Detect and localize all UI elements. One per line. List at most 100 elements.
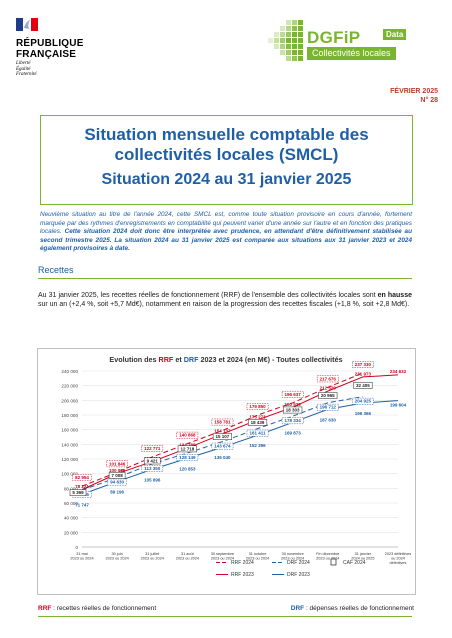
rrf-2024-data-label: 82 954 [75, 475, 89, 480]
caf-2024-data-label: 12 718 [180, 446, 194, 451]
marianne-flag-logo [16, 18, 38, 31]
caf-2024-data-label-box [353, 381, 373, 389]
intro-paragraph: Neuvième situation au titre de l'année 2… [40, 211, 412, 253]
rrf-2024-data-label-box [246, 403, 269, 410]
rrf-2024-data-label-box [72, 474, 92, 482]
legend-label: DRF 2023 [287, 572, 310, 578]
drf-2024-data-label: 178 334 [285, 418, 302, 423]
drf-2023-data-label: 199 604 [390, 403, 407, 408]
drf-2024-data-label-box [141, 465, 164, 472]
y-tick-label: 100 000 [61, 472, 78, 477]
drf-2023-data-label: 169 873 [285, 430, 302, 435]
y-tick-label: 200 000 [61, 398, 78, 403]
drf-2024-data-label: 196 712 [320, 405, 337, 410]
drf-2024-data-label: 143 674 [214, 444, 231, 449]
legend-label: RRF 2023 [231, 572, 254, 578]
chart-title-part: et [173, 355, 183, 364]
legend-swatch [330, 558, 337, 566]
series-line-drf-2023 [81, 400, 399, 495]
title-box: Situation mensuelle comptable des collec… [40, 115, 413, 205]
rrf-2024-data-label-box [211, 418, 234, 426]
drf-2024-data-label-box [316, 403, 339, 411]
x-tick-label: Fin décembre 2023 ou 2024 [316, 552, 339, 560]
dgfip-data-logo: DGFiP Data Collectivités locales [262, 18, 440, 64]
drf-2024-data-label: 94 630 [110, 480, 124, 485]
brand-tag: Data [383, 29, 407, 40]
chart-title-part: RRF [159, 355, 174, 364]
x-tick-label: 31 janvier 2024 ou 2025 [351, 552, 374, 560]
section-title: Recettes [38, 265, 74, 275]
rrf-2023-data-label: 212 529 [320, 386, 337, 391]
x-tick-label: 30 juin 2023 ou 2024 [105, 552, 128, 560]
series-line-drf-2024 [81, 396, 363, 491]
rrf-2023-data-label: 234 632 [390, 369, 407, 374]
rrf-2024-data-label: 196 637 [285, 392, 302, 397]
chart-title-part: DRF [184, 355, 199, 364]
drf-2023-data-label: 105 896 [144, 477, 161, 482]
x-tick-label: 2023 définitives ou 2024 définitives [385, 552, 411, 565]
x-tick-label: 31 mai 2023 ou 2024 [70, 552, 93, 560]
drf-2023-data-label: 120 853 [179, 466, 196, 471]
footnote-rrf: RRF : recettes réelles de fonctionnement [38, 605, 157, 612]
rrf-2024-data-label-box [106, 460, 128, 468]
legend-label: CAF 2024 [343, 560, 366, 566]
caf-2024-data-label: 15 107 [216, 434, 230, 439]
rrf-2024-data-label-box [176, 431, 199, 439]
y-tick-label: 180 000 [61, 413, 78, 418]
rrf-2024-data-label: 217 676 [320, 376, 337, 381]
drf-2024-data-label: 113 350 [144, 466, 161, 471]
caf-2024-data-label-box [108, 472, 126, 479]
edition-date: FÉVRIER 2025 [390, 88, 438, 95]
rrf-2023-data-label: 190 529 [285, 402, 302, 407]
caf-2024-data-label-box [212, 433, 232, 440]
caf-2024-data-label: 20 965 [321, 393, 335, 398]
edition-number: N° 28 [420, 97, 438, 104]
drf-2024-data-label-box [281, 417, 304, 425]
y-tick-label: 140 000 [61, 442, 78, 447]
drf-2023-data-label: 71 747 [75, 502, 89, 507]
caf-2024-data-label: 18 439 [251, 420, 265, 425]
document-title: Situation mensuelle comptable des collec… [84, 125, 369, 164]
chart-title: Evolution des RRF et DRF 2023 et 2024 (e… [109, 355, 342, 364]
rrf-2024-data-label: 158 781 [214, 420, 231, 425]
drf-2024-data-label-box [211, 442, 234, 450]
caf-2024-data-label-box [248, 419, 268, 426]
section-divider [38, 278, 412, 279]
drf-2024-data-label-box [352, 397, 374, 405]
caf-2024-data-label: 9 421 [147, 458, 159, 463]
rrf-2024-data-label-box [316, 375, 339, 383]
republic-motto: Liberté Égalité Fraternité [16, 61, 37, 78]
caf-2024-data-label: 18 303 [286, 408, 300, 413]
y-tick-label: 160 000 [61, 428, 78, 433]
caf-2024-data-label-box [69, 489, 87, 496]
rrf-2024-data-label: 122 771 [144, 446, 161, 451]
edition-info: FÉVRIER 2025 N° 28 [390, 87, 438, 105]
footer-divider [38, 616, 412, 617]
rrf-2023-data-label: 173 273 [249, 414, 266, 419]
rrf-2024-data-label: 237 330 [355, 362, 372, 367]
chart-container: Evolution des RRF et DRF 2023 et 2024 (e… [37, 348, 416, 595]
y-tick-label: 80 000 [64, 486, 78, 491]
drf-2023-data-label: 152 396 [249, 443, 266, 448]
section-body: Au 31 janvier 2025, les recettes réelles… [38, 292, 412, 308]
caf-2024-data-label: 5 369 [72, 490, 84, 495]
rrf-2023-data-label: 100 076 [109, 468, 126, 473]
drf-2023-data-label: 196 366 [355, 411, 372, 416]
rrf-2023-data-label: 78 221 [75, 484, 89, 489]
caf-2024-data-label-box [143, 457, 161, 465]
drf-2024-data-label: 128 149 [179, 455, 196, 460]
y-tick-label: 20 000 [64, 530, 78, 535]
x-tick-label: 31 août 2023 ou 2024 [176, 552, 199, 560]
caf-2024-data-label: 7 008 [111, 473, 123, 478]
x-tick-label: 30 novembre 2023 ou 2024 [281, 552, 304, 560]
drf-2023-data-label: 89 196 [110, 490, 124, 495]
caf-2024-data-label-box [318, 392, 338, 399]
caf-2024-data-label: 32 405 [356, 383, 370, 388]
document-subtitle: Situation 2024 au 31 janvier 2025 [101, 171, 352, 188]
y-tick-label: 220 000 [61, 384, 78, 389]
series-line-rrf-2024 [81, 372, 364, 487]
drf-2024-data-label-box [246, 429, 269, 437]
y-tick-label: 40 000 [64, 516, 78, 521]
caf-2024-data-label-box [283, 406, 303, 414]
chart-title-part: 2023 et 2024 (en M€) - Toutes collectivi… [199, 355, 343, 364]
